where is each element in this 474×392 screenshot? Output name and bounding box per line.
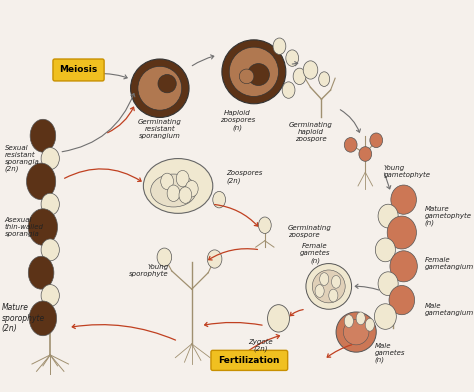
Text: Male
gametangium: Male gametangium [425, 303, 474, 316]
Text: Mature
sporophyte
(2n): Mature sporophyte (2n) [2, 303, 45, 333]
Circle shape [131, 59, 189, 118]
Ellipse shape [30, 119, 56, 152]
Ellipse shape [319, 72, 330, 86]
Text: Zoospores
(2n): Zoospores (2n) [227, 170, 263, 183]
Text: Germinating
haploid
zoospore: Germinating haploid zoospore [289, 122, 332, 142]
Ellipse shape [370, 133, 383, 148]
Ellipse shape [286, 50, 299, 66]
Circle shape [222, 40, 286, 104]
Text: Germinating
zoospore: Germinating zoospore [288, 225, 331, 238]
Ellipse shape [29, 301, 56, 336]
Text: Meiosis: Meiosis [59, 65, 98, 74]
Text: Asexual
thin-walled
sporangia: Asexual thin-walled sporangia [5, 217, 44, 237]
Text: Sexual
resistant
sporangia
(2n): Sexual resistant sporangia (2n) [5, 145, 39, 172]
Ellipse shape [356, 312, 365, 325]
Ellipse shape [167, 185, 180, 201]
Circle shape [229, 47, 279, 96]
Circle shape [247, 64, 269, 85]
Ellipse shape [28, 256, 54, 289]
Ellipse shape [389, 285, 415, 315]
Ellipse shape [387, 216, 417, 249]
Ellipse shape [151, 174, 196, 207]
Ellipse shape [378, 204, 398, 228]
Ellipse shape [390, 251, 417, 282]
Ellipse shape [315, 285, 324, 298]
Ellipse shape [41, 285, 59, 307]
Ellipse shape [176, 171, 189, 187]
Circle shape [336, 312, 376, 352]
Ellipse shape [27, 163, 56, 200]
Ellipse shape [185, 180, 198, 197]
Ellipse shape [375, 238, 395, 262]
Ellipse shape [143, 158, 213, 213]
Ellipse shape [378, 272, 398, 296]
Ellipse shape [359, 147, 372, 161]
Ellipse shape [319, 273, 329, 285]
Text: Mature
gametophyte
(n): Mature gametophyte (n) [425, 206, 472, 227]
Ellipse shape [207, 250, 222, 268]
Ellipse shape [41, 148, 59, 169]
Ellipse shape [28, 209, 57, 245]
Ellipse shape [161, 173, 173, 190]
FancyBboxPatch shape [211, 350, 288, 370]
Text: Female
gametangium: Female gametangium [425, 257, 474, 270]
Circle shape [158, 74, 176, 93]
Ellipse shape [267, 305, 290, 332]
Ellipse shape [303, 61, 318, 79]
Ellipse shape [282, 82, 295, 98]
Circle shape [138, 66, 182, 110]
Ellipse shape [213, 191, 226, 208]
Circle shape [306, 263, 352, 309]
Ellipse shape [41, 239, 59, 261]
Text: Germinating
resistant
sporangium: Germinating resistant sporangium [138, 119, 182, 140]
Ellipse shape [258, 217, 271, 234]
Ellipse shape [329, 289, 338, 302]
Text: Haploid
zoospores
(n): Haploid zoospores (n) [220, 110, 255, 131]
Ellipse shape [41, 193, 59, 215]
Ellipse shape [179, 187, 192, 203]
Text: Young
gametophyte: Young gametophyte [383, 165, 430, 178]
Ellipse shape [391, 185, 417, 214]
Ellipse shape [157, 248, 172, 266]
Circle shape [343, 319, 369, 345]
Ellipse shape [344, 315, 354, 327]
Circle shape [239, 69, 254, 83]
Text: Young
sporophyte: Young sporophyte [129, 264, 169, 278]
Ellipse shape [331, 276, 341, 288]
Ellipse shape [293, 68, 306, 85]
Text: Female
gametes
(n): Female gametes (n) [300, 243, 330, 263]
FancyBboxPatch shape [53, 59, 104, 81]
Ellipse shape [344, 138, 357, 152]
Circle shape [312, 270, 345, 303]
Text: Male
gametes
(n): Male gametes (n) [374, 343, 405, 363]
Text: Zygote
(2n): Zygote (2n) [248, 338, 273, 352]
Ellipse shape [374, 304, 396, 329]
Text: Fertilization: Fertilization [219, 356, 280, 365]
Ellipse shape [365, 318, 374, 331]
Ellipse shape [273, 38, 286, 54]
